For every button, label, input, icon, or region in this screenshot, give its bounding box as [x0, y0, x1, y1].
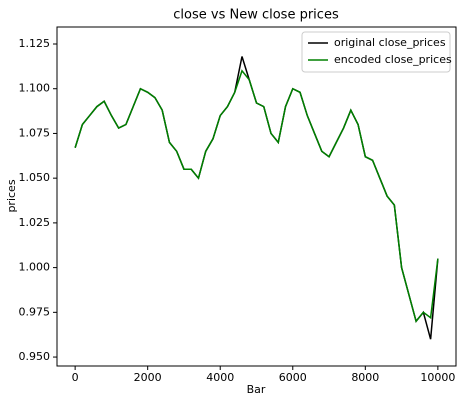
y-tick-label: 1.075	[19, 126, 51, 139]
y-tick-label: 1.000	[19, 261, 51, 274]
y-tick-label: 1.125	[19, 37, 51, 50]
plot-frame	[56, 26, 457, 367]
series-line	[74, 56, 439, 340]
y-axis-label: prices	[5, 179, 18, 212]
y-tick-label: 1.050	[19, 171, 51, 184]
y-tick-label: 1.025	[19, 216, 51, 229]
x-axis-label: Bar	[247, 383, 266, 396]
x-tick-label: 10000	[420, 371, 455, 384]
chart-title: close vs New close prices	[173, 8, 339, 23]
y-tick-label: 1.100	[19, 82, 51, 95]
x-tick-label: 8000	[351, 371, 379, 384]
x-tick-label: 4000	[206, 371, 234, 384]
x-tick-label: 0	[72, 371, 79, 384]
legend-box	[301, 31, 451, 73]
x-tick-label: 2000	[134, 371, 162, 384]
legend-label: encoded close_prices	[334, 53, 452, 66]
legend-label: original close_prices	[334, 36, 446, 49]
y-tick-label: 0.950	[19, 350, 51, 363]
series-line	[74, 69, 439, 323]
x-tick-label: 6000	[279, 371, 307, 384]
y-tick-label: 0.975	[19, 305, 51, 318]
